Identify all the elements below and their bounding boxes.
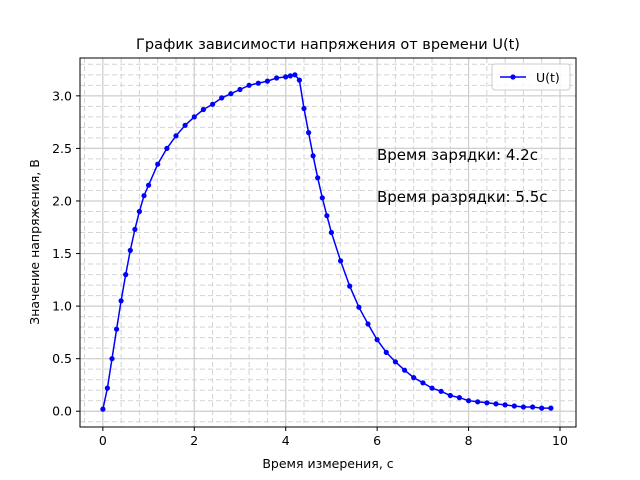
data-point (100, 406, 106, 412)
legend: U(t) (491, 63, 571, 91)
data-point (301, 105, 307, 112)
data-point (511, 403, 517, 409)
data-point (109, 356, 115, 362)
y-tick-label: 0.0 (52, 404, 72, 419)
data-point (310, 153, 316, 159)
x-tick-label: 10 (552, 433, 568, 448)
legend-marker-swatch (510, 74, 516, 80)
data-point (173, 133, 179, 139)
major-grid (80, 58, 576, 427)
y-tick-label: 0.5 (52, 351, 72, 366)
x-tick-label: 8 (465, 433, 473, 448)
series-layer (100, 72, 554, 412)
data-point (328, 229, 334, 236)
annotation-discharge-time: Время разрядки: 5.5c (377, 188, 548, 206)
data-point (530, 404, 536, 410)
data-point (118, 298, 124, 304)
data-point (429, 385, 435, 391)
x-tick-label: 0 (99, 433, 107, 448)
legend-label: U(t) (536, 70, 560, 85)
y-axis-ticks: 0.0 0.5 1.0 1.5 2.0 2.5 3.0 (52, 88, 80, 419)
y-tick-label: 1.0 (52, 299, 72, 314)
data-point (502, 402, 508, 408)
x-tick-label: 2 (190, 433, 198, 448)
annotation-charge-time: Время зарядки: 4.2c (377, 146, 538, 164)
data-point (264, 78, 270, 84)
y-tick-label: 2.5 (52, 141, 72, 156)
y-tick-label: 3.0 (52, 88, 72, 103)
data-point (127, 247, 133, 253)
data-point (539, 405, 545, 411)
data-point (356, 304, 362, 310)
data-point (292, 72, 298, 78)
y-tick-label: 1.5 (52, 246, 72, 261)
data-point (456, 395, 462, 401)
data-point (132, 226, 138, 232)
plot-frame (79, 57, 577, 428)
minor-grid (80, 58, 576, 427)
data-point (283, 74, 289, 80)
data-point (164, 145, 170, 151)
data-point (210, 101, 216, 107)
data-point (402, 367, 408, 373)
data-point (155, 161, 161, 167)
data-point (246, 82, 252, 88)
data-point (200, 106, 206, 113)
data-point (374, 337, 380, 343)
data-point (114, 326, 120, 332)
x-tick-label: 6 (373, 433, 381, 448)
data-point (237, 86, 243, 93)
data-point (306, 130, 312, 136)
data-point (274, 75, 280, 81)
legend-box (491, 63, 571, 91)
data-point (548, 405, 554, 411)
data-point (493, 401, 499, 407)
data-point (520, 404, 527, 410)
x-tick-label: 4 (282, 433, 290, 448)
data-point (141, 193, 147, 199)
data-point (438, 388, 444, 394)
data-point (324, 213, 330, 219)
data-point (392, 359, 398, 365)
chart-title: График зависимости напряжения от времени… (136, 37, 520, 53)
data-point (338, 258, 344, 264)
data-point (136, 208, 142, 215)
data-point (365, 321, 371, 327)
data-point (484, 400, 490, 406)
data-point (191, 114, 197, 120)
data-point (219, 95, 225, 101)
data-point (466, 398, 472, 404)
data-point (123, 272, 129, 278)
data-point (383, 349, 389, 355)
data-point (296, 77, 302, 83)
data-point (255, 80, 261, 86)
x-axis-ticks: 0 2 4 6 8 10 (99, 427, 568, 448)
data-point (411, 375, 417, 381)
data-point (182, 122, 188, 128)
data-point (447, 392, 453, 399)
data-point (146, 182, 152, 188)
x-axis-label: Время измерения, с (262, 456, 393, 471)
data-point (319, 195, 325, 201)
data-point (228, 91, 234, 97)
data-point (287, 73, 293, 79)
y-tick-label: 2.0 (52, 193, 72, 208)
data-point (475, 399, 481, 405)
data-point (347, 283, 353, 289)
data-point (420, 380, 426, 386)
data-point (315, 175, 321, 181)
y-axis-label: Значение напряжения, В (27, 159, 42, 325)
data-point (104, 385, 110, 391)
